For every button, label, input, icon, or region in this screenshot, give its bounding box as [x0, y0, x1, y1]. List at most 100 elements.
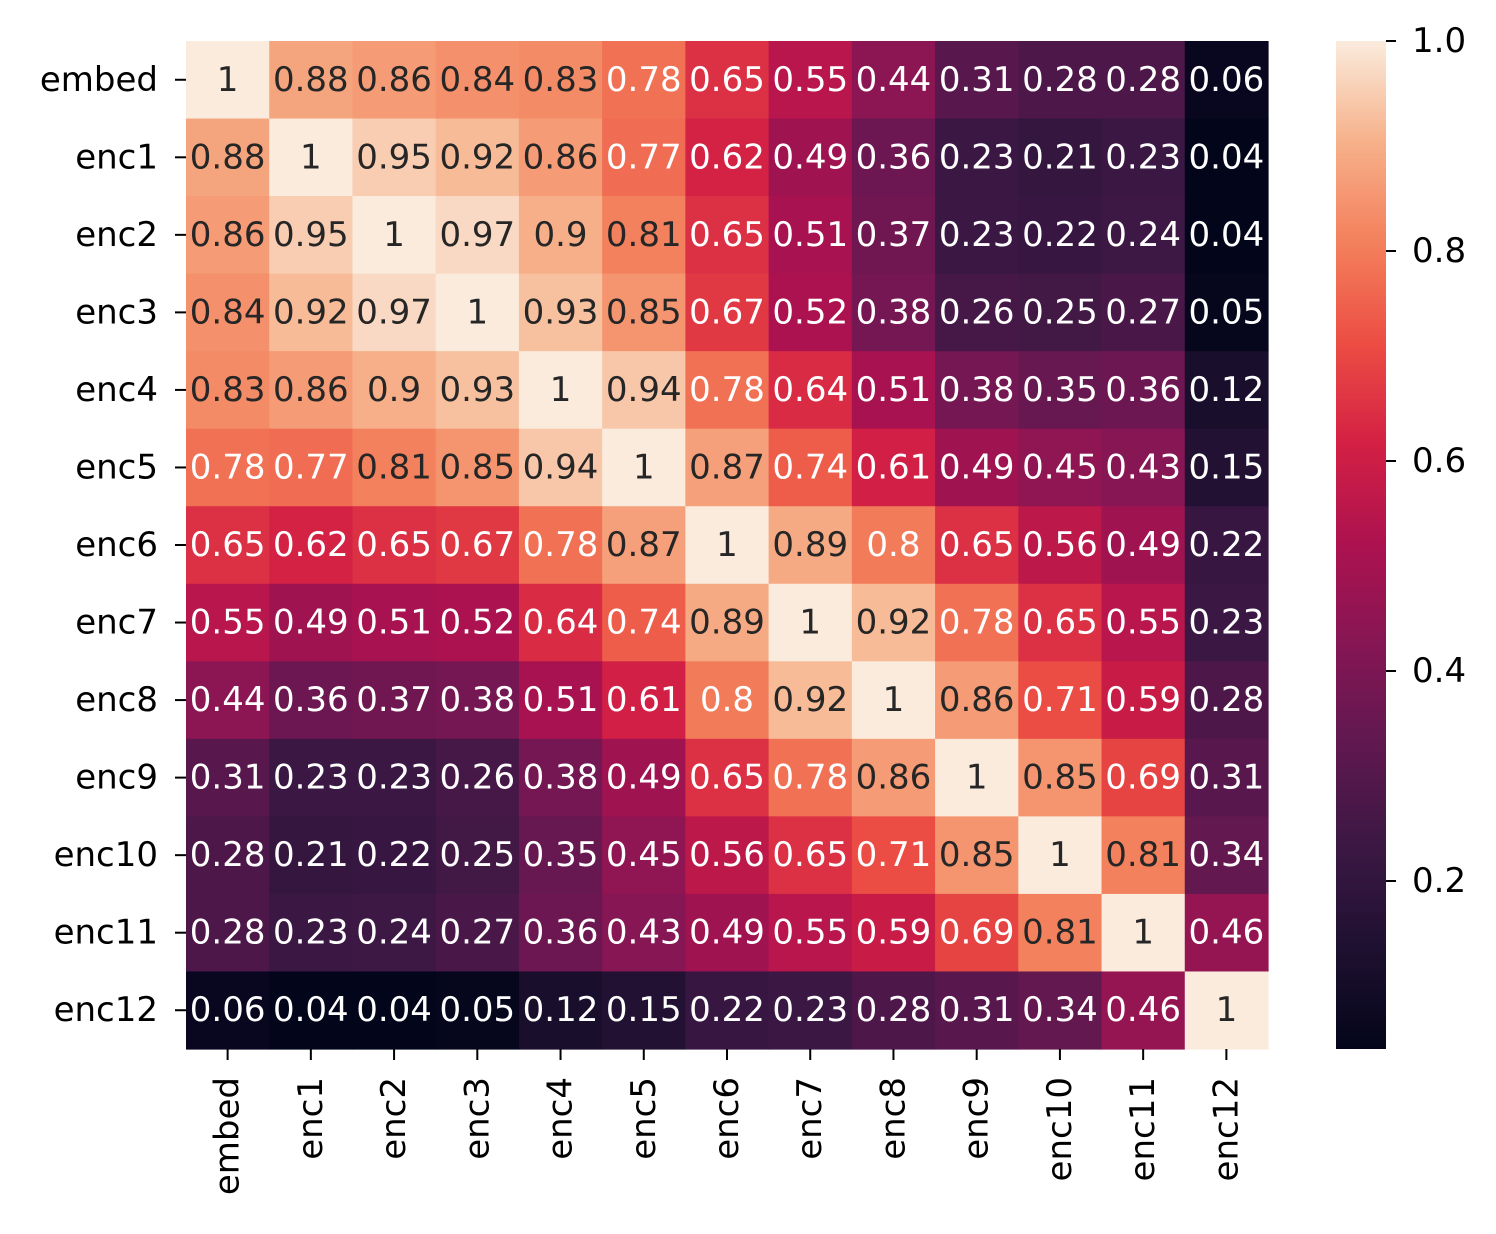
cell-annotation: 0.87	[689, 447, 765, 487]
cell-annotation: 1	[383, 215, 405, 255]
cell-annotation: 0.94	[523, 447, 599, 487]
cell-annotation: 1	[716, 525, 738, 565]
cell-annotation: 0.86	[856, 758, 932, 798]
cell-annotation: 0.51	[523, 680, 599, 720]
x-tick-label: enc7	[790, 1077, 830, 1160]
cell-annotation: 0.86	[190, 215, 266, 255]
heatmap-cell	[768, 583, 853, 662]
heatmap-cell	[1101, 583, 1186, 662]
cell-annotation: 0.49	[273, 603, 349, 643]
cell-annotation: 0.55	[772, 913, 848, 953]
heatmap-cell	[1184, 971, 1269, 1050]
cell-annotation: 0.51	[856, 370, 932, 410]
cell-annotation: 1	[1216, 990, 1238, 1030]
heatmap-cell	[602, 118, 686, 197]
cell-annotation: 0.36	[273, 680, 349, 720]
heatmap-cell	[1184, 273, 1269, 352]
heatmap-cell	[1184, 428, 1269, 507]
heatmap-cell	[935, 738, 1019, 817]
cell-annotation: 0.55	[772, 60, 848, 100]
heatmap-cell	[269, 351, 354, 430]
cell-annotation: 1	[300, 137, 322, 177]
heatmap-cell	[602, 738, 686, 817]
cell-annotation: 0.43	[606, 913, 682, 953]
heatmap-cell	[186, 351, 270, 430]
cell-annotation: 0.12	[523, 990, 599, 1030]
y-tick-label: enc5	[75, 447, 158, 487]
cell-annotation: 0.44	[190, 680, 266, 720]
cell-annotation: 0.36	[1105, 370, 1181, 410]
heatmap-cell	[518, 738, 603, 817]
cell-annotation: 0.23	[939, 137, 1015, 177]
cell-annotation: 0.38	[439, 680, 515, 720]
cell-annotation: 0.31	[190, 758, 266, 798]
heatmap-cell	[768, 428, 853, 507]
heatmap-cell	[518, 583, 603, 662]
cell-annotation: 0.78	[772, 758, 848, 798]
cell-annotation: 0.28	[190, 913, 266, 953]
cell-annotation: 0.67	[689, 292, 765, 332]
cell-annotation: 1	[966, 758, 988, 798]
y-tick-label: enc7	[75, 603, 158, 643]
heatmap-cell	[685, 816, 770, 895]
cell-annotation: 0.28	[1022, 60, 1098, 100]
cell-annotation: 0.78	[606, 60, 682, 100]
heatmap-cell	[851, 351, 936, 430]
y-tick-label: enc8	[75, 680, 158, 720]
heatmap-cell	[851, 506, 936, 585]
heatmap-cell	[352, 583, 437, 662]
cell-annotation: 0.28	[856, 990, 932, 1030]
heatmap-cell	[768, 118, 853, 197]
cell-annotation: 1	[466, 292, 488, 332]
heatmap-cell	[352, 118, 437, 197]
heatmap-cell	[685, 506, 770, 585]
y-tick-label: enc2	[75, 215, 158, 255]
cell-annotation: 0.37	[856, 215, 932, 255]
y-tick-label: enc1	[75, 137, 158, 177]
cell-annotation: 0.35	[1022, 370, 1098, 410]
heatmap-cell	[186, 273, 270, 352]
cell-annotation: 0.61	[606, 680, 682, 720]
cell-annotation: 0.49	[939, 447, 1015, 487]
heatmap-cell	[269, 816, 354, 895]
cell-annotation: 0.43	[1105, 447, 1181, 487]
cell-annotation: 0.31	[1189, 758, 1265, 798]
heatmap-cell	[1018, 506, 1103, 585]
heatmap-cell	[851, 893, 936, 973]
heatmap-cell	[685, 893, 770, 973]
cell-annotation: 0.46	[1189, 913, 1265, 953]
heatmap-cell	[851, 428, 936, 507]
cell-annotation: 0.24	[356, 913, 432, 953]
cell-annotation: 0.85	[439, 447, 515, 487]
cell-annotation: 0.86	[939, 680, 1015, 720]
heatmap-cell	[1101, 971, 1186, 1050]
heatmap-cell	[935, 41, 1019, 120]
cell-annotation: 0.85	[939, 835, 1015, 875]
heatmap-cell	[186, 196, 270, 275]
heatmap-cell	[1101, 196, 1186, 275]
cell-annotation: 1	[550, 370, 572, 410]
cell-annotation: 0.27	[1105, 292, 1181, 332]
cell-annotation: 1	[883, 680, 905, 720]
cell-annotation: 0.65	[939, 525, 1015, 565]
cell-annotation: 0.56	[1022, 525, 1098, 565]
heatmap-cell	[352, 971, 437, 1050]
cell-annotation: 0.95	[356, 137, 432, 177]
cell-annotation: 0.56	[689, 835, 765, 875]
cell-annotation: 0.04	[1189, 215, 1265, 255]
cell-annotation: 0.9	[533, 215, 587, 255]
heatmap-cell	[435, 506, 520, 585]
cell-annotation: 0.52	[772, 292, 848, 332]
heatmap-cell	[352, 661, 437, 740]
heatmap-cell	[851, 738, 936, 817]
cell-annotation: 0.87	[606, 525, 682, 565]
heatmap-cell	[269, 893, 354, 973]
heatmap-cell	[352, 428, 437, 507]
heatmap-cell	[435, 118, 520, 197]
cell-annotation: 0.65	[356, 525, 432, 565]
heatmap-cell	[768, 661, 853, 740]
heatmap-cell	[602, 893, 686, 973]
heatmap-cell	[685, 971, 770, 1050]
cell-annotation: 0.67	[439, 525, 515, 565]
heatmap-cell	[269, 118, 354, 197]
